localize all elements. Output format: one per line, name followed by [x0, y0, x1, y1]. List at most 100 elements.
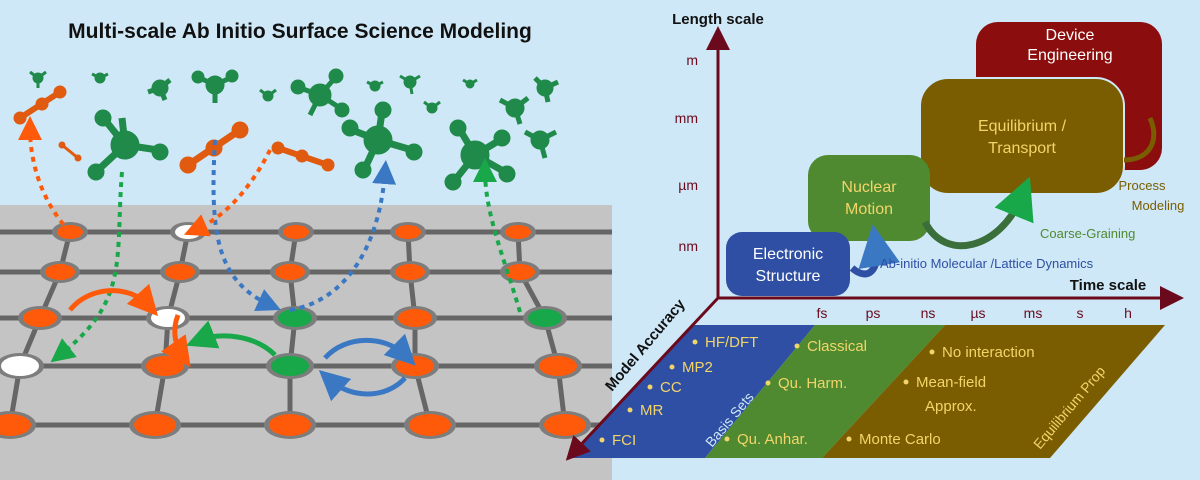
bullet-dot [929, 349, 935, 355]
band-nuclear [705, 325, 945, 458]
box-nuclear-motion [808, 155, 930, 241]
lattice-sites [0, 222, 591, 439]
adsorbate-orange [409, 414, 451, 436]
method-blue-item: MP2 [682, 359, 713, 376]
adsorbate-orange [544, 414, 586, 436]
time-tick-label: µs [970, 305, 985, 321]
figure-title: Multi-scale Ab Initio Surface Science Mo… [68, 20, 532, 43]
adsorbate-orange [0, 414, 31, 436]
molecule-small [29, 70, 478, 114]
time-axis-label: Time scale [1070, 277, 1146, 294]
empty-site [151, 309, 185, 327]
bullet-dot [599, 437, 605, 443]
length-tick-label: nm [679, 238, 698, 254]
desorption-arrow [18, 116, 72, 234]
time-tick-label: fs [817, 305, 828, 321]
adsorbate-orange [505, 225, 531, 239]
length-tick-label: µm [678, 177, 698, 193]
adsorbate-green [271, 356, 309, 376]
band-equilibrium [822, 325, 1165, 458]
adsorption-arrow-blue [211, 139, 281, 311]
box-electronic-structure [726, 232, 850, 296]
time-ticks: fs ps ns µs ms s h [817, 305, 1132, 321]
scale-diagram: Length scale Time scale Model Accuracy m… [565, 11, 1185, 461]
adsorbate-orange [146, 356, 184, 376]
adsorbate-orange [45, 264, 75, 280]
bullet-dot [627, 407, 633, 413]
molecules [13, 68, 560, 191]
coarse-graining-label: Coarse-Graining [1040, 226, 1135, 241]
desorption-arrow-green [473, 158, 522, 313]
method-brown-item: Monte Carlo [859, 431, 941, 448]
adsorbate-orange [275, 264, 305, 280]
band-electronic [570, 325, 815, 458]
adsorbate-green [278, 309, 312, 327]
method-brown-item-cont: Approx. [925, 398, 977, 415]
adsorbate-orange [398, 309, 432, 327]
molecule-large-1 [87, 109, 169, 181]
method-blue-item: FCI [612, 432, 636, 449]
time-tick-label: s [1077, 305, 1084, 321]
adsorption-arrow-green [50, 171, 124, 363]
box-nuclear-label-2: Motion [845, 201, 893, 218]
adsorbate-orange [269, 414, 311, 436]
method-blue-item: MR [640, 402, 663, 419]
bullet-dot [794, 343, 800, 349]
bullet-dot [669, 364, 675, 370]
arrow-process-modeling [1123, 116, 1157, 163]
box-device-label-1: Device [1046, 27, 1095, 44]
bullet-dot [724, 436, 730, 442]
bullet-dot [765, 380, 771, 386]
surface-panel: Multi-scale Ab Initio Surface Science Mo… [0, 20, 612, 480]
adsorbate-green [528, 309, 562, 327]
box-electronic-label-1: Electronic [753, 246, 823, 263]
box-electronic-label-2: Structure [756, 268, 821, 285]
adsorption-arrow-orange [183, 149, 272, 237]
molecule-diatomic [13, 85, 335, 174]
adsorbate-orange [395, 225, 421, 239]
method-green-item: Qu. Harm. [778, 375, 847, 392]
molecule-large-2 [341, 101, 423, 179]
adsorbate-orange [539, 356, 577, 376]
desorption-arrow-blue [289, 160, 397, 312]
diffusion-arrows [68, 283, 416, 402]
box-nuclear-label-1: Nuclear [841, 179, 897, 196]
process-label-2: Modeling [1132, 198, 1185, 213]
ab-initio-label: Ab-initio Molecular /Lattice Dynamics [880, 256, 1094, 271]
adsorbate-orange [134, 414, 176, 436]
empty-site [175, 225, 201, 239]
method-green-item: Classical [807, 338, 867, 355]
method-brown-item: Mean-field [916, 374, 986, 391]
bullet-dot [692, 339, 698, 345]
bullet-dot [846, 436, 852, 442]
arrow-ab-initio [849, 224, 901, 278]
time-tick-label: ps [866, 305, 881, 321]
empty-site [1, 356, 39, 376]
time-tick-label: h [1124, 305, 1132, 321]
adsorbate-orange [23, 309, 57, 327]
accuracy-axis [565, 296, 720, 461]
length-tick-label: m [686, 52, 698, 68]
bullet-dot [647, 384, 653, 390]
adsorbate-orange [396, 356, 434, 376]
adsorbate-orange [395, 264, 425, 280]
length-tick-label: mm [675, 110, 698, 126]
molecule-medium [147, 68, 560, 159]
length-axis-label: Length scale [672, 11, 764, 28]
box-device-label-2: Engineering [1027, 47, 1112, 64]
box-equilibrium-label-1: Equilibrium / [978, 118, 1067, 135]
method-brown-item: No interaction [942, 344, 1035, 361]
box-equilibrium-label-2: Transport [988, 140, 1056, 157]
time-tick-label: ms [1024, 305, 1043, 321]
box-equilibrium-transport [919, 77, 1125, 195]
molecule-large-3 [444, 119, 516, 191]
method-blue-item: HF/DFT [705, 334, 758, 351]
arrow-coarse-graining [921, 176, 1034, 250]
time-tick-label: ns [921, 305, 936, 321]
adsorbate-orange [165, 264, 195, 280]
dotted-trajectories [18, 116, 522, 363]
